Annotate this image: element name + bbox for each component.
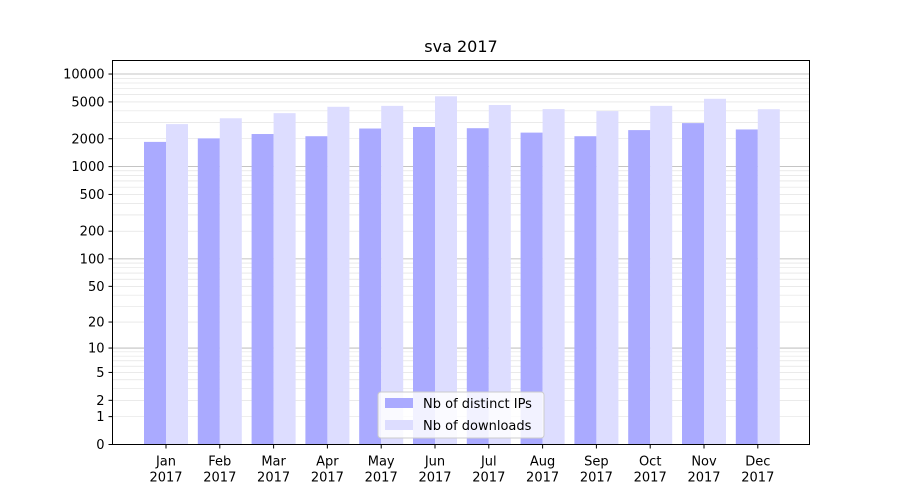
y-tick-label: 5000 xyxy=(71,95,104,110)
y-tick-label: 500 xyxy=(80,188,105,203)
x-tick-label-month: Aug xyxy=(530,455,555,470)
x-tick-label-month: Mar xyxy=(261,455,286,470)
x-tick-label-month: May xyxy=(368,455,395,470)
x-tick-label-month: Jul xyxy=(480,455,497,470)
bar-downloads xyxy=(435,96,457,445)
x-tick-label-year: 2017 xyxy=(203,471,236,486)
x-axis: Jan2017Feb2017Mar2017Apr2017May2017Jun20… xyxy=(149,444,774,486)
bar-distinct-ips xyxy=(144,141,166,445)
y-tick-label: 1000 xyxy=(71,160,104,175)
bar-distinct-ips xyxy=(359,128,382,445)
x-tick-label-month: Feb xyxy=(208,455,231,470)
legend-label-downloads: Nb of downloads xyxy=(423,419,532,434)
legend-swatch-downloads xyxy=(385,420,413,430)
y-tick-label: 1 xyxy=(96,410,104,425)
y-tick-label: 200 xyxy=(80,225,105,240)
bar-distinct-ips xyxy=(197,138,220,445)
bar-distinct-ips xyxy=(466,128,489,445)
x-tick-label-year: 2017 xyxy=(472,471,505,486)
y-axis: 0 12 5 10 20 50 100 200 500 1000 2000 5000 10000 xyxy=(63,68,113,453)
bar-downloads xyxy=(327,106,350,445)
x-tick-label-month: Dec xyxy=(745,455,770,470)
x-tick-label-month: Sep xyxy=(584,455,609,470)
y-tick-label: 50 xyxy=(88,280,105,295)
x-tick-label-year: 2017 xyxy=(257,471,290,486)
y-tick-label: 20 xyxy=(88,316,105,331)
bar-distinct-ips xyxy=(682,123,704,445)
bar-downloads xyxy=(704,98,726,445)
bar-downloads xyxy=(650,105,673,445)
legend-swatch-distinct-ips xyxy=(385,398,413,408)
x-tick-label-month: Nov xyxy=(691,455,717,470)
x-tick-label-year: 2017 xyxy=(311,471,344,486)
bar-downloads xyxy=(219,118,242,445)
bar-downloads xyxy=(166,124,188,445)
x-tick-label-month: Jan xyxy=(155,455,176,470)
y-tick-label: 10 xyxy=(88,342,105,357)
y-tick-label: 2 xyxy=(96,394,104,409)
x-tick-label-month: Apr xyxy=(316,455,339,470)
x-tick-label-year: 2017 xyxy=(580,471,613,486)
x-tick-label-year: 2017 xyxy=(687,471,720,486)
bar-downloads xyxy=(596,111,619,445)
bar-distinct-ips xyxy=(413,126,435,445)
bar-distinct-ips xyxy=(574,136,597,445)
plot-frame xyxy=(112,60,810,445)
bar-distinct-ips xyxy=(305,136,328,445)
chart-title: sva 2017 xyxy=(424,37,497,56)
x-tick-label-year: 2017 xyxy=(149,471,182,486)
bars xyxy=(144,96,780,445)
y-tick-label: 10000 xyxy=(63,68,104,83)
legend-label-distinct-ips: Nb of distinct IPs xyxy=(423,397,532,412)
x-tick-label-year: 2017 xyxy=(418,471,451,486)
bar-distinct-ips xyxy=(520,132,543,445)
legend: Nb of distinct IPs Nb of downloads xyxy=(377,391,545,439)
y-tick-label: 2000 xyxy=(71,132,104,147)
x-tick-label-month: Oct xyxy=(639,455,661,470)
bar-downloads xyxy=(273,113,296,445)
x-tick-label-year: 2017 xyxy=(365,471,398,486)
y-tick-label: 0 xyxy=(96,438,104,453)
y-tick-label: 100 xyxy=(80,252,105,267)
y-tick-label: 5 xyxy=(96,366,104,381)
bar-downloads xyxy=(757,109,780,445)
x-tick-label-year: 2017 xyxy=(526,471,559,486)
legend-box xyxy=(377,391,545,439)
bar-downloads xyxy=(381,105,404,445)
bar-distinct-ips xyxy=(251,134,274,445)
x-tick-label-year: 2017 xyxy=(741,471,774,486)
bar-distinct-ips xyxy=(735,129,758,445)
bar-downloads xyxy=(542,109,565,445)
bar-downloads xyxy=(488,105,511,445)
bar-distinct-ips xyxy=(628,130,651,445)
x-tick-label-year: 2017 xyxy=(634,471,667,486)
x-tick-label-month: Jun xyxy=(424,455,445,470)
